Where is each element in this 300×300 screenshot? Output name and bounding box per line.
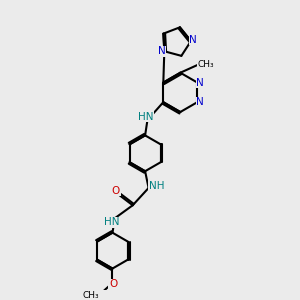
Text: HN: HN	[104, 217, 120, 227]
Text: NH: NH	[149, 181, 164, 190]
Text: N: N	[196, 77, 204, 88]
Text: HN: HN	[138, 112, 153, 122]
Text: CH₃: CH₃	[198, 60, 214, 69]
Text: N: N	[196, 97, 204, 107]
Text: O: O	[109, 279, 117, 289]
Text: CH₃: CH₃	[83, 291, 99, 300]
Text: N: N	[158, 46, 166, 56]
Text: O: O	[112, 186, 120, 196]
Text: N: N	[189, 34, 197, 45]
